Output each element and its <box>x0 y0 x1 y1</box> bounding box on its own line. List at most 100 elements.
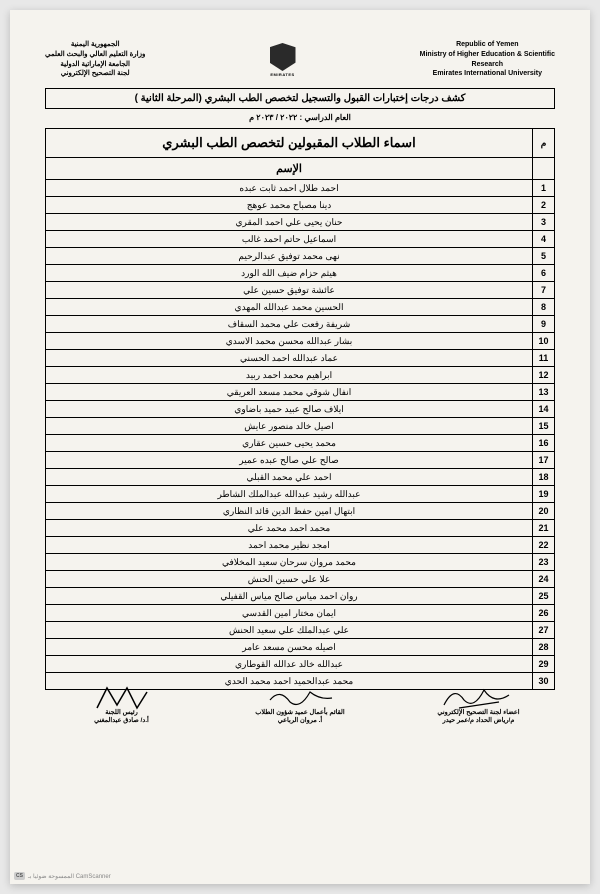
row-number: 23 <box>533 554 555 571</box>
row-number: 2 <box>533 197 555 214</box>
table-row: 16محمد يحيى حسين عقاري <box>46 435 555 452</box>
student-name: حنان يحيى علي احمد المقري <box>46 214 533 231</box>
student-name: اسماعيل حاتم احمد غالب <box>46 231 533 248</box>
ar-line2: وزارة التعليم العالي والبحث العلمي <box>45 50 145 60</box>
table-row: 29عبدالله خالد عدالله القوطاري <box>46 656 555 673</box>
row-number: 8 <box>533 299 555 316</box>
table-row: 15اصيل خالد منصور عايش <box>46 418 555 435</box>
shield-icon <box>270 43 296 71</box>
row-number: 7 <box>533 282 555 299</box>
student-name: ايمان مختار امين القدسي <box>46 605 533 622</box>
corner-header: م <box>533 129 555 158</box>
academic-year: العام الدراسي : ٢٠٢٢ / ٢٠٢٣ م <box>45 113 555 122</box>
table-row: 19عبدالله رشيد عبدالله عبدالملك الشاطر <box>46 486 555 503</box>
student-name: عبدالله خالد عدالله القوطاري <box>46 656 533 673</box>
row-number: 26 <box>533 605 555 622</box>
student-name: عبدالله رشيد عبدالله عبدالملك الشاطر <box>46 486 533 503</box>
en-line4: Emirates International University <box>420 69 555 79</box>
row-number: 3 <box>533 214 555 231</box>
document-header: Republic of Yemen Ministry of Higher Edu… <box>45 40 555 80</box>
signatures-row: اعضاء لجنة التصحيح الإلكتروني م/رياض الح… <box>45 708 555 724</box>
student-name: ابتهال امين حفظ الدين قائد النظاري <box>46 503 533 520</box>
table-row: 7عائشة توفيق حسين علي <box>46 282 555 299</box>
student-name: محمد يحيى حسين عقاري <box>46 435 533 452</box>
row-number: 22 <box>533 537 555 554</box>
row-number: 27 <box>533 622 555 639</box>
row-number: 9 <box>533 316 555 333</box>
row-number: 29 <box>533 656 555 673</box>
ar-line4: لجنة التصحيح الإلكتروني <box>45 69 145 79</box>
table-row: 8الحسين محمد عبدالله المهدي <box>46 299 555 316</box>
table-row: 25روان احمد مياس صالح مياس القفيلي <box>46 588 555 605</box>
row-number: 1 <box>533 180 555 197</box>
student-name: روان احمد مياس صالح مياس القفيلي <box>46 588 533 605</box>
table-row: 6هيثم حزام ضيف الله الورد <box>46 265 555 282</box>
row-number: 11 <box>533 350 555 367</box>
row-number: 14 <box>533 401 555 418</box>
row-number: 15 <box>533 418 555 435</box>
student-name: احمد طلال احمد ثابت عبده <box>46 180 533 197</box>
table-row: 24علا علي حسين الحنش <box>46 571 555 588</box>
camscanner-badge-icon: CS <box>14 872 25 880</box>
row-number: 6 <box>533 265 555 282</box>
row-number: 18 <box>533 469 555 486</box>
student-name: اصيله محسن مسعد عامر <box>46 639 533 656</box>
student-name: بشار عبدالله محسن محمد الاسدي <box>46 333 533 350</box>
en-line3: Research <box>420 60 555 70</box>
table-row: 27علي عبدالملك علي سعيد الحنش <box>46 622 555 639</box>
student-name: عماد عبدالله احمد الحسني <box>46 350 533 367</box>
student-name: محمد مروان سرحان سعيد المخلافي <box>46 554 533 571</box>
table-row: 1احمد طلال احمد ثابت عبده <box>46 180 555 197</box>
table-row: 21محمد احمد محمد علي <box>46 520 555 537</box>
ar-line3: الجامعة الإماراتية الدولية <box>45 60 145 70</box>
student-name: صالح علي صالح عبده عمير <box>46 452 533 469</box>
row-number: 17 <box>533 452 555 469</box>
student-name: دينا مصباح محمد عوهج <box>46 197 533 214</box>
table-row: 3حنان يحيى علي احمد المقري <box>46 214 555 231</box>
table-row: 11عماد عبدالله احمد الحسني <box>46 350 555 367</box>
header-english: Republic of Yemen Ministry of Higher Edu… <box>420 40 555 79</box>
en-line2: Ministry of Higher Education & Scientifi… <box>420 50 555 60</box>
row-number: 20 <box>533 503 555 520</box>
row-number: 12 <box>533 367 555 384</box>
students-table: م اسماء الطلاب المقبولين لتخصص الطب البش… <box>45 128 555 690</box>
signature-left: رئيس اللجنة أ.د/ صادق عبدالمغني <box>45 708 198 724</box>
student-name: محمد احمد محمد علي <box>46 520 533 537</box>
student-name: الحسين محمد عبدالله المهدي <box>46 299 533 316</box>
table-row: 9شريفة رفعت علي محمد السقاف <box>46 316 555 333</box>
table-row: 12ابراهيم محمد احمد ربيد <box>46 367 555 384</box>
table-row: 10بشار عبدالله محسن محمد الاسدي <box>46 333 555 350</box>
table-row: 5نهى محمد توفيق عبدالرحيم <box>46 248 555 265</box>
row-number: 24 <box>533 571 555 588</box>
table-row: 20ابتهال امين حفظ الدين قائد النظاري <box>46 503 555 520</box>
row-number: 5 <box>533 248 555 265</box>
table-row: 23محمد مروان سرحان سعيد المخلافي <box>46 554 555 571</box>
table-row: 26ايمان مختار امين القدسي <box>46 605 555 622</box>
signature-scribble-icon <box>439 680 519 715</box>
row-number: 13 <box>533 384 555 401</box>
signature-scribble-icon <box>260 680 340 715</box>
row-number: 4 <box>533 231 555 248</box>
table-row: 2دينا مصباح محمد عوهج <box>46 197 555 214</box>
ar-line1: الجمهورية اليمنية <box>45 40 145 50</box>
student-name: ايلاف صالح عبيد حميد باضاوي <box>46 401 533 418</box>
sig-right-name: م/رياض الحداد م/عمر حيدر <box>402 716 555 724</box>
table-main-heading: اسماء الطلاب المقبولين لتخصص الطب البشري <box>46 129 533 158</box>
en-line1: Republic of Yemen <box>420 40 555 50</box>
student-name: اصيل خالد منصور عايش <box>46 418 533 435</box>
sig-center-name: أ. مروان الرباعي <box>224 716 377 724</box>
university-logo: EMIRATES <box>263 40 303 80</box>
student-name: علا علي حسين الحنش <box>46 571 533 588</box>
table-row: 14ايلاف صالح عبيد حميد باضاوي <box>46 401 555 418</box>
student-name: امجد نظير محمد احمد <box>46 537 533 554</box>
blank-corner <box>533 158 555 180</box>
row-number: 16 <box>533 435 555 452</box>
table-row: 13انفال شوقي محمد مسعد العريقي <box>46 384 555 401</box>
name-column-header: الإسم <box>46 158 533 180</box>
signature-center: القائم بأعمال عميد شؤون الطلاب أ. مروان … <box>224 708 377 724</box>
camscanner-text: الممسوحة ضوئيا بـ CamScanner <box>28 873 111 880</box>
student-name: هيثم حزام ضيف الله الورد <box>46 265 533 282</box>
row-number: 21 <box>533 520 555 537</box>
camscanner-watermark: CS الممسوحة ضوئيا بـ CamScanner <box>14 872 111 880</box>
table-row: 28اصيله محسن مسعد عامر <box>46 639 555 656</box>
